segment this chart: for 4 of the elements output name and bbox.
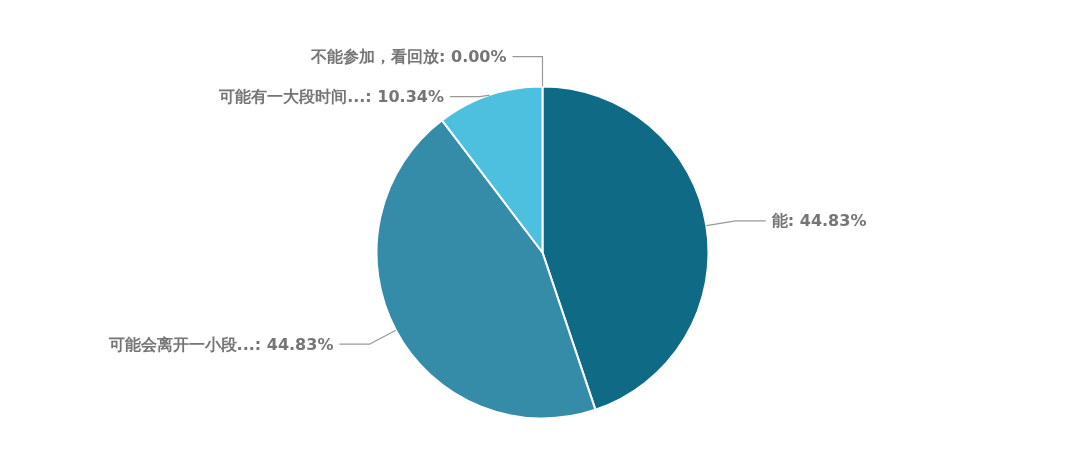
slice-label: 可能有一大段时间...: 10.34% [218, 87, 444, 107]
slice-label: 可能会离开一小段...: 44.83% [107, 334, 334, 354]
slice-label: 能: 44.83% [771, 211, 867, 231]
category-label: 不能参加，看回放: 0.00% [311, 47, 507, 67]
